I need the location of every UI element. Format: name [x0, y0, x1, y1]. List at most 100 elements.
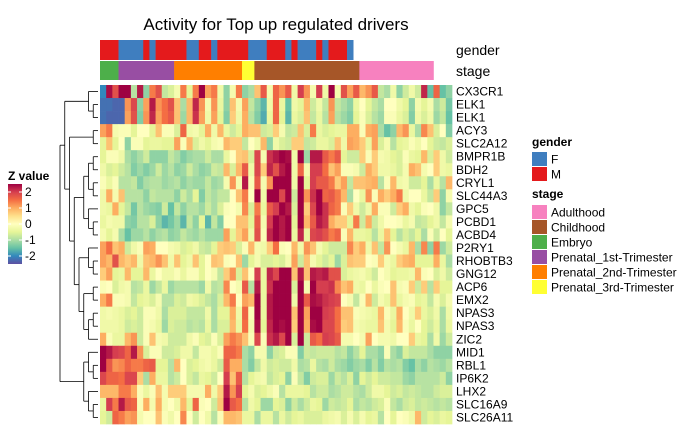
- heatmap-cell: [266, 150, 274, 164]
- heatmap-cell: [118, 241, 126, 255]
- heatmap-cell: [408, 85, 416, 99]
- heatmap-cell: [174, 280, 181, 294]
- legend-swatch: [532, 205, 547, 219]
- heatmap-cell: [291, 215, 298, 229]
- heatmap-cell: [167, 98, 175, 112]
- heatmap-cell: [279, 267, 286, 281]
- heatmap-cell: [347, 124, 354, 138]
- heatmap-cell: [137, 319, 144, 334]
- heatmap-cell: [347, 397, 354, 412]
- heatmap-cell: [272, 124, 280, 138]
- heatmap-cell: [155, 267, 163, 281]
- heatmap-cell: [167, 254, 175, 268]
- heatmap-cell: [291, 189, 298, 203]
- heatmap-cell: [316, 189, 323, 203]
- heatmap-cell: [365, 228, 373, 242]
- heatmap-cell: [328, 280, 336, 294]
- heatmap-cell: [334, 176, 342, 190]
- heatmap-cell: [217, 358, 224, 373]
- heatmap-cell: [359, 215, 366, 229]
- gender-segment-8: [217, 40, 249, 60]
- heatmap-cell: [223, 98, 231, 112]
- heatmap-cell: [192, 371, 200, 386]
- heatmap-cell: [180, 371, 187, 386]
- heatmap-cell: [279, 293, 286, 308]
- heatmap-cell: [377, 163, 385, 177]
- heatmap-cell: [211, 98, 218, 112]
- heatmap-cell: [445, 345, 453, 360]
- heatmap-cell: [100, 397, 107, 412]
- heatmap-cell: [130, 293, 138, 308]
- heatmap-cell: [408, 319, 416, 334]
- heatmap-cell: [408, 397, 416, 412]
- heatmap-cell: [118, 345, 126, 360]
- heatmap-cell: [396, 384, 403, 399]
- heatmap-cell: [359, 176, 366, 190]
- heatmap-cell: [118, 254, 126, 268]
- stage-segment-2: [174, 61, 243, 80]
- stage-segment-1: [118, 61, 175, 80]
- heatmap-cell: [186, 254, 193, 268]
- heatmap-cell: [192, 397, 200, 412]
- heatmap-cell: [272, 410, 280, 425]
- heatmap-cell: [223, 150, 231, 164]
- heatmap-cell: [334, 163, 342, 177]
- heatmap-cell: [211, 319, 218, 334]
- heatmap-cell: [223, 384, 231, 399]
- heatmap-cell: [198, 241, 206, 255]
- heatmap-cell: [266, 410, 274, 425]
- heatmap-cell: [316, 306, 323, 321]
- heatmap-cell: [309, 384, 317, 399]
- heatmap-cell: [118, 267, 126, 281]
- heatmap-cell: [439, 124, 447, 138]
- heatmap-cell: [439, 163, 447, 177]
- heatmap-cell: [167, 371, 175, 386]
- heatmap-cell: [328, 293, 336, 308]
- heatmap-cell: [433, 345, 440, 360]
- gender-segment-11: [285, 40, 292, 60]
- heatmap-cell: [180, 397, 187, 412]
- legend-swatch: [532, 220, 547, 234]
- heatmap-cell: [266, 189, 274, 203]
- heatmap-cell: [223, 124, 231, 138]
- heatmap-cell: [260, 176, 268, 190]
- heatmap-cell: [384, 345, 391, 360]
- heatmap-cell: [396, 202, 403, 216]
- heatmap-cell: [155, 397, 163, 412]
- heatmap-cell: [371, 397, 379, 412]
- heatmap-cell: [204, 202, 212, 216]
- heatmap-cell: [235, 358, 243, 373]
- heatmap-cell: [303, 410, 311, 425]
- heatmap-cell: [124, 267, 132, 281]
- heatmap-cell: [229, 150, 237, 164]
- heatmap-cell: [402, 280, 410, 294]
- heatmap-cell: [285, 98, 292, 112]
- heatmap-cell: [396, 98, 403, 112]
- heatmap-cell: [421, 306, 428, 321]
- heatmap-cell: [272, 228, 280, 242]
- heatmap-cell: [161, 306, 169, 321]
- heatmap-cell: [371, 254, 379, 268]
- heatmap-cell: [347, 384, 354, 399]
- heatmap-cell: [155, 98, 163, 112]
- heatmap-cell: [217, 371, 224, 386]
- heatmap-cell: [100, 319, 107, 334]
- heatmap-cell: [384, 241, 391, 255]
- heatmap-cell: [137, 345, 144, 360]
- heatmap-cell: [272, 358, 280, 373]
- heatmap-cell: [414, 371, 422, 386]
- heatmap-cell: [365, 189, 373, 203]
- heatmap-cell: [254, 371, 261, 386]
- heatmap-cell: [118, 293, 126, 308]
- heatmap-cell: [309, 345, 317, 360]
- heatmap-cell: [248, 254, 255, 268]
- heatmap-cell: [112, 371, 119, 386]
- heatmap-cell: [445, 280, 453, 294]
- heatmap-cell: [340, 189, 348, 203]
- heatmap-cell: [124, 293, 132, 308]
- heatmap-cell: [229, 280, 237, 294]
- heatmap-cell: [211, 397, 218, 412]
- heatmap-cell: [198, 254, 206, 268]
- heatmap-cell: [204, 306, 212, 321]
- heatmap-cell: [390, 202, 397, 216]
